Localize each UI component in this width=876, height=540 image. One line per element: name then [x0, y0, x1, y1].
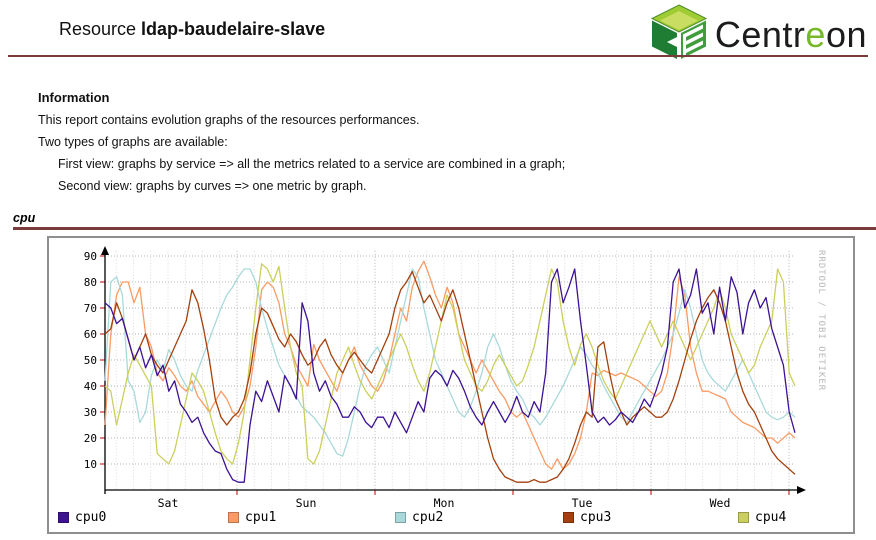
information-second-view: Second view: graphs by curves => one met…: [58, 179, 367, 193]
legend-label-cpu2: cpu2: [412, 510, 444, 525]
legend-swatch-cpu1: [228, 512, 239, 523]
series-line-cpu2: [104, 268, 796, 457]
y-label-10: 10: [84, 458, 97, 471]
y-label-30: 30: [84, 406, 97, 419]
legend-label-cpu3: cpu3: [580, 510, 612, 525]
y-axis-arrow: [101, 246, 109, 255]
information-heading: Information: [38, 90, 110, 105]
series-line-cpu3: [104, 270, 796, 483]
y-label-90: 90: [84, 250, 97, 263]
legend-swatch-cpu2: [395, 512, 406, 523]
cpu-graph: 10 20 30 40 50 60 70 80 90 Sat Sun Mon Tue Wed RRDTOOL…: [47, 236, 855, 534]
centreon-green-e: e: [805, 13, 826, 55]
y-label-40: 40: [84, 380, 97, 393]
cpu-section-label: cpu: [13, 211, 36, 225]
legend-item-cpu0: cpu0: [58, 510, 106, 525]
y-label-50: 50: [84, 354, 97, 367]
x-day-label-Tue: Tue: [572, 496, 593, 510]
x-day-label-Sat: Sat: [158, 496, 179, 510]
legend-label-cpu1: cpu1: [245, 510, 277, 525]
x-day-label-Wed: Wed: [710, 496, 731, 510]
series-line-cpu0: [104, 268, 796, 483]
x-day-label-Sun: Sun: [296, 496, 317, 510]
x-axis-arrow: [797, 486, 806, 494]
y-label-20: 20: [84, 432, 97, 445]
header-divider: [8, 55, 868, 57]
centreon-wordmark: Centreon: [714, 13, 867, 55]
y-label-60: 60: [84, 328, 97, 341]
information-line-1: This report contains evolution graphs of…: [38, 113, 420, 127]
legend-swatch-cpu0: [58, 512, 69, 523]
x-day-label-Mon: Mon: [434, 496, 455, 510]
legend-swatch-cpu4: [738, 512, 749, 523]
y-label-80: 80: [84, 276, 97, 289]
page-title: Resource ldap-baudelaire-slave: [59, 19, 325, 40]
legend-label-cpu0: cpu0: [75, 510, 107, 525]
cpu-section-divider: [13, 227, 876, 230]
rrdtool-watermark: RRDTOOL / TOBI OETIKER: [816, 250, 826, 391]
series-line-cpu4: [104, 263, 796, 465]
cpu-chart-svg: 10 20 30 40 50 60 70 80 90 Sat Sun Mon Tue Wed RRDTOOL…: [84, 246, 826, 510]
legend-swatch-cpu3: [563, 512, 574, 523]
y-label-70: 70: [84, 302, 97, 315]
legend-item-cpu4: cpu4: [738, 510, 786, 525]
legend-item-cpu1: cpu1: [228, 510, 276, 525]
resource-name: ldap-baudelaire-slave: [141, 19, 326, 39]
centreon-cube-icon: [650, 3, 708, 66]
centreon-logo: Centreon: [650, 3, 867, 66]
legend-item-cpu3: cpu3: [563, 510, 611, 525]
information-line-2: Two types of graphs are available:: [38, 135, 228, 149]
legend-label-cpu4: cpu4: [755, 510, 787, 525]
legend-item-cpu2: cpu2: [395, 510, 443, 525]
information-first-view: First view: graphs by service => all the…: [58, 157, 566, 171]
page-title-prefix: Resource: [59, 19, 142, 39]
